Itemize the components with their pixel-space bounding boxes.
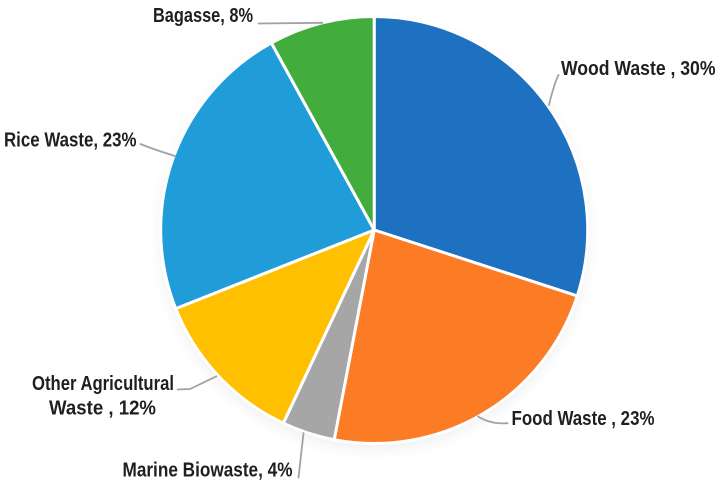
svg-text:Other Agricultural: Other Agricultural bbox=[32, 373, 174, 395]
svg-text:Food Waste , 23%: Food Waste , 23% bbox=[512, 408, 655, 430]
svg-text:Waste , 12%: Waste , 12% bbox=[49, 398, 156, 420]
svg-text:Bagasse, 8%: Bagasse, 8% bbox=[153, 5, 253, 27]
svg-text:Wood Waste , 30%: Wood Waste , 30% bbox=[561, 58, 716, 80]
svg-text:Marine Biowaste, 4%: Marine Biowaste, 4% bbox=[123, 459, 293, 481]
svg-text:Rice Waste, 23%: Rice Waste, 23% bbox=[4, 130, 137, 152]
